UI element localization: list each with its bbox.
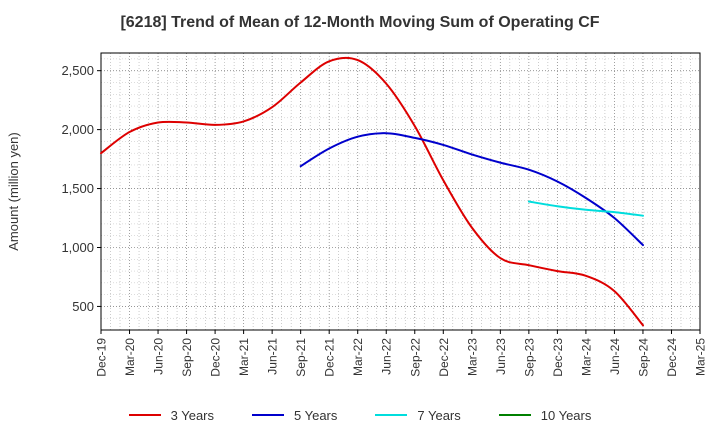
x-tick-label: Jun-21	[266, 338, 280, 375]
y-tick-label: 500	[72, 299, 94, 314]
y-tick-label: 1,000	[61, 240, 94, 255]
x-tick-label: Sep-24	[636, 338, 650, 377]
series-lines	[100, 56, 644, 327]
x-tick-label: Dec-23	[551, 338, 565, 377]
legend-item-5-years: 5 Years	[252, 408, 337, 423]
x-tick-label: Jun-22	[380, 338, 394, 375]
x-tick-label: Dec-24	[665, 338, 679, 377]
x-tick-label: Jun-20	[152, 338, 166, 375]
legend-swatch	[128, 414, 161, 416]
y-tick-label: 2,000	[61, 122, 94, 137]
series-line-7-years	[527, 200, 644, 217]
series-line-5-years	[299, 132, 644, 247]
series-line-3-years	[100, 56, 644, 327]
legend-label: 10 Years	[540, 407, 592, 423]
plot-area	[100, 52, 701, 331]
x-tick-label: Dec-22	[437, 338, 451, 377]
x-tick-label: Sep-23	[522, 338, 536, 377]
legend-label: 3 Years	[170, 407, 214, 423]
x-tick-label: Sep-22	[408, 338, 422, 377]
x-tick-label: Mar-25	[694, 338, 708, 376]
x-tick-label: Dec-20	[209, 338, 223, 377]
legend-swatch	[498, 414, 531, 416]
grid	[101, 53, 700, 330]
x-tick-label: Mar-23	[465, 338, 479, 376]
x-axis-ticks: Dec-19 Mar-20 Jun-20 Sep-20 Dec-20 Mar-21 Jun-…	[95, 330, 708, 377]
legend-label: 5 Years	[294, 407, 338, 423]
legend-swatch	[375, 414, 408, 416]
x-tick-label: Jun-24	[608, 338, 622, 375]
chart-title: [6218] Trend of Mean of 12-Month Moving …	[120, 14, 600, 31]
x-tick-label: Mar-22	[351, 338, 365, 376]
x-tick-label: Mar-24	[579, 338, 593, 376]
y-axis-label: Amount (million yen)	[6, 132, 21, 251]
y-tick-label: 2,500	[61, 63, 94, 78]
y-axis-ticks: 500 1,000 1,500 2,000 2,500	[61, 63, 101, 314]
y-tick-label: 1,500	[61, 181, 94, 196]
legend: 3 Years 5 Years 7 Years 10 Years	[0, 404, 720, 426]
x-tick-label: Mar-20	[123, 338, 137, 376]
x-tick-label: Dec-21	[323, 338, 337, 377]
x-tick-label: Sep-21	[294, 338, 308, 377]
x-tick-label: Mar-21	[237, 338, 251, 376]
x-tick-label: Dec-19	[95, 338, 109, 377]
legend-item-3-years: 3 Years	[128, 407, 214, 423]
legend-item-10-years: 10 Years	[498, 407, 592, 423]
legend-swatch	[252, 414, 284, 416]
legend-label: 7 Years	[417, 407, 461, 423]
x-tick-label: Sep-20	[180, 338, 194, 377]
legend-item-7-years: 7 Years	[375, 407, 461, 423]
x-tick-label: Jun-23	[494, 338, 508, 375]
